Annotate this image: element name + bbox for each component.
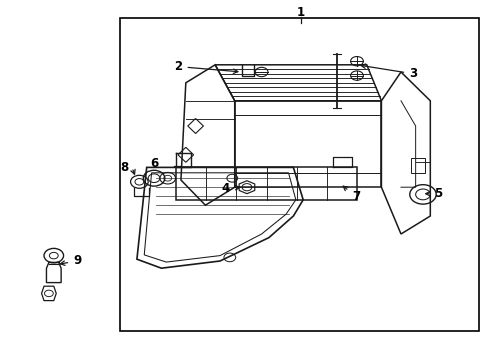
Text: 4: 4: [222, 182, 239, 195]
Text: 7: 7: [343, 186, 359, 203]
Text: 8: 8: [121, 161, 128, 174]
Text: 2: 2: [174, 60, 237, 73]
Bar: [120, 18, 478, 331]
Text: 6: 6: [150, 157, 158, 170]
Text: 1: 1: [296, 6, 304, 19]
Text: 3: 3: [360, 64, 416, 80]
Text: 5: 5: [425, 187, 441, 200]
Text: 9: 9: [60, 255, 81, 267]
